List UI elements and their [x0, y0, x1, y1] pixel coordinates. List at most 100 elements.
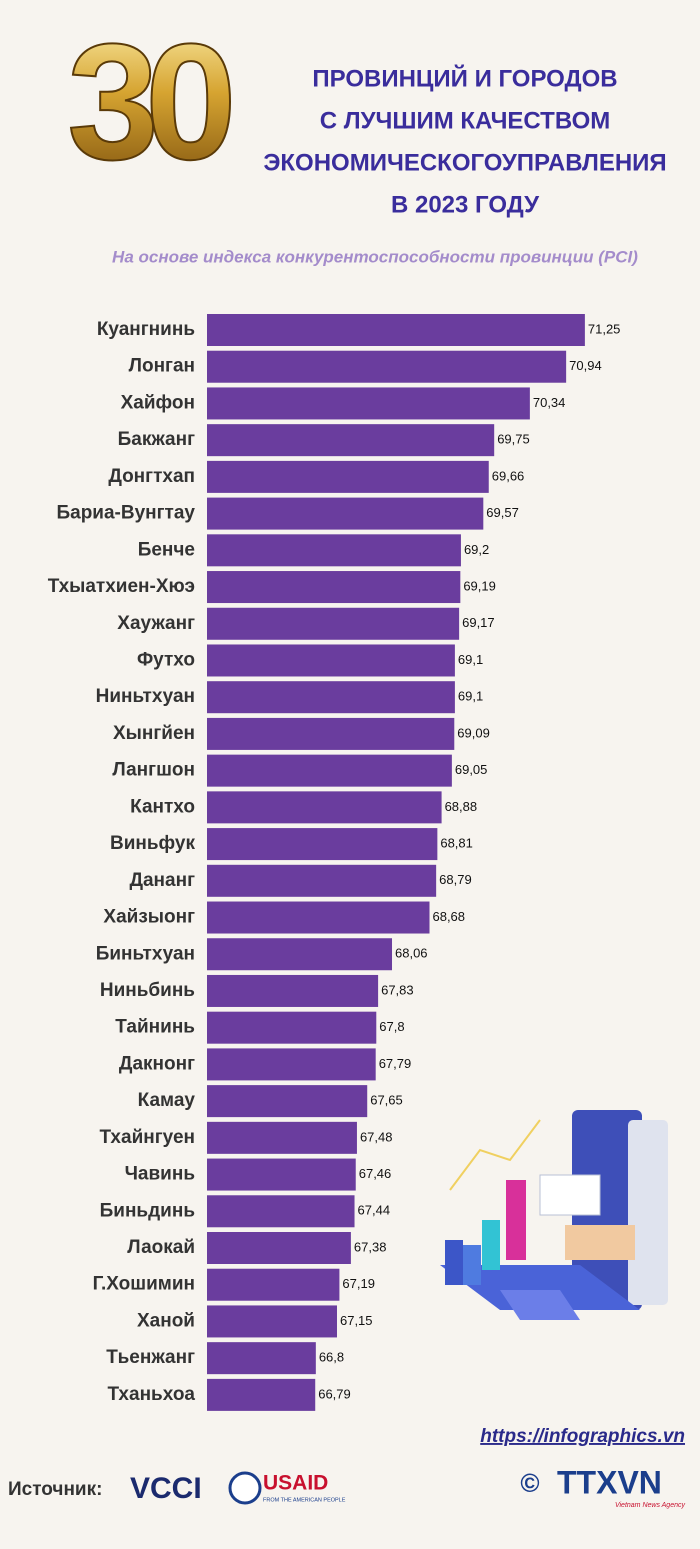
bar [207, 571, 461, 604]
bar [207, 1011, 377, 1044]
value-label: 67,19 [342, 1276, 375, 1291]
category-label: Бариа-Вунгтау [56, 503, 195, 524]
value-label: 68,79 [439, 872, 472, 887]
value-label: 67,15 [340, 1313, 373, 1328]
bar [207, 607, 460, 640]
category-label: Кантхо [130, 796, 195, 817]
title-line: В 2023 ГОДУ [391, 191, 540, 218]
bar [207, 901, 430, 934]
bar [207, 644, 455, 677]
copyright: © [520, 1468, 539, 1498]
logo-usaid-tagline: FROM THE AMERICAN PEOPLE [263, 1497, 346, 1503]
value-label: 68,81 [440, 836, 473, 851]
value-label: 69,66 [492, 468, 525, 483]
category-label: Донгтхап [108, 466, 195, 487]
value-label: 68,88 [445, 799, 478, 814]
logo-ttxvn-tagline: Vietnam News Agency [615, 1502, 686, 1509]
bar [207, 974, 379, 1007]
bar [207, 717, 455, 750]
category-label: Дананг [129, 870, 195, 891]
bar [207, 387, 530, 420]
value-label: 71,25 [588, 321, 621, 336]
value-label: 69,57 [486, 505, 519, 520]
value-label: 69,17 [462, 615, 495, 630]
value-label: 70,94 [569, 358, 602, 373]
category-label: Дакнонг [119, 1053, 195, 1074]
category-label: Биньдинь [100, 1200, 195, 1221]
category-label: Куангнинь [97, 319, 195, 340]
bar [207, 864, 437, 897]
value-label: 69,1 [458, 689, 483, 704]
bar [207, 791, 442, 824]
bar [207, 424, 495, 457]
value-label: 67,83 [381, 982, 414, 997]
bar [207, 1342, 316, 1375]
bar [207, 497, 484, 530]
category-label: Тьенжанг [106, 1347, 195, 1368]
title-line: ПРОВИНЦИЙ И ГОРОДОВ [312, 64, 617, 92]
value-label: 70,34 [533, 395, 566, 410]
category-label: Тайнинь [115, 1017, 195, 1038]
value-label: 66,79 [318, 1386, 351, 1401]
bar [207, 1121, 357, 1154]
logo-usaid: USAID [263, 1472, 328, 1495]
url[interactable]: https://infographics.vn [480, 1426, 685, 1447]
usaid-seal [228, 1471, 262, 1505]
value-label: 67,38 [354, 1239, 387, 1254]
category-label: Лонган [129, 356, 195, 377]
bar [207, 754, 452, 787]
bar [207, 681, 455, 714]
bar [207, 828, 438, 861]
category-label: Бенче [138, 539, 195, 560]
category-label: Ниньбинь [100, 980, 195, 1001]
value-label: 69,05 [455, 762, 488, 777]
value-label: 67,44 [358, 1203, 391, 1218]
bar [207, 1195, 355, 1228]
bar [207, 1268, 340, 1301]
value-label: 69,19 [463, 578, 496, 593]
bar [207, 1158, 356, 1191]
value-label: 67,79 [379, 1056, 412, 1071]
category-label: Тхайнгуен [100, 1127, 195, 1148]
value-label: 68,68 [432, 909, 465, 924]
bar [207, 314, 585, 346]
category-label: Лангшон [112, 760, 195, 781]
category-label: Виньфук [110, 833, 195, 854]
category-label: Ниньтхуан [96, 686, 195, 707]
category-label: Биньтхуан [96, 943, 195, 964]
title-line: С ЛУЧШИМ КАЧЕСТВОМ [320, 107, 610, 134]
category-label: Хайзыонг [103, 907, 195, 928]
value-label: 66,8 [319, 1350, 344, 1365]
bar [207, 1085, 368, 1118]
value-label: 69,1 [458, 652, 483, 667]
category-label: Хынгйен [113, 723, 195, 744]
bar [207, 534, 461, 567]
category-label: Бакжанг [118, 429, 195, 450]
bar [207, 460, 489, 493]
category-label: Футхо [137, 649, 195, 670]
value-label: 67,8 [379, 1019, 404, 1034]
category-label: Хаужанг [117, 613, 195, 634]
value-label: 69,2 [464, 542, 489, 557]
bar [207, 1378, 316, 1411]
category-label: Хайфон [121, 392, 195, 413]
title-line: ЭКОНОМИЧЕСКОГОУПРАВЛЕНИЯ [263, 149, 666, 176]
bar [207, 1048, 376, 1081]
logo-vcci: VCCI [130, 1472, 202, 1505]
category-label: Тхыатхиен-Хюэ [48, 576, 195, 597]
value-label: 67,48 [360, 1129, 393, 1144]
logo-ttxvn: TTXVN [557, 1464, 662, 1500]
category-label: Г.Хошимин [93, 1274, 195, 1295]
category-label: Чавинь [125, 1164, 195, 1185]
value-label: 67,65 [370, 1093, 403, 1108]
bar [207, 350, 567, 383]
category-label: Тханьхоа [108, 1384, 196, 1405]
big-number: 30 [67, 10, 230, 194]
bar [207, 1232, 351, 1264]
subtitle: На основе индекса конкурентоспособности … [112, 247, 638, 266]
value-label: 69,09 [457, 725, 490, 740]
category-label: Камау [138, 1090, 196, 1111]
bar [207, 938, 393, 971]
bar [207, 1305, 337, 1338]
category-label: Ханой [137, 1310, 195, 1331]
